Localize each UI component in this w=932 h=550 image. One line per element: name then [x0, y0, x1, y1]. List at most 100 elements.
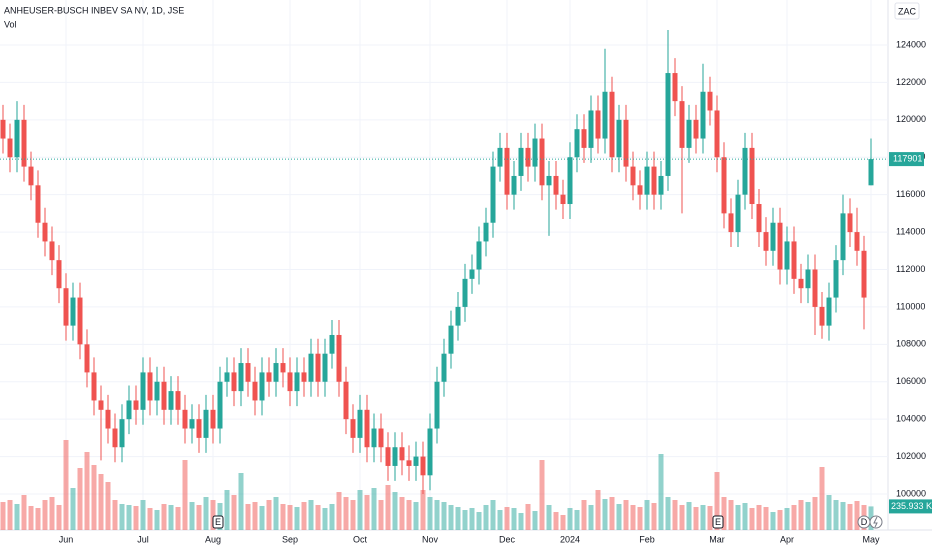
candle-body — [798, 278, 804, 289]
currency-badge[interactable] — [894, 2, 920, 20]
candle-body — [441, 353, 447, 382]
volume-bar — [749, 508, 755, 530]
candle-body — [252, 381, 258, 401]
candle-body — [371, 428, 377, 448]
volume-bar — [763, 507, 769, 530]
candle-body — [749, 147, 755, 205]
candle-body — [273, 363, 279, 382]
candle-body — [126, 400, 132, 420]
volume-bar — [728, 500, 734, 530]
volume-bar — [161, 504, 167, 530]
candle-body — [567, 157, 573, 205]
candle-body — [189, 419, 195, 429]
x-tick-label: Dec — [499, 534, 516, 544]
candle-body — [448, 325, 454, 354]
candle-body — [553, 175, 559, 195]
candle-body — [420, 456, 426, 476]
volume-bar — [616, 504, 622, 530]
volume-bar — [469, 508, 475, 530]
candle-body — [588, 110, 594, 148]
candle-body — [35, 185, 41, 223]
candle-body — [301, 372, 307, 382]
candle-body — [231, 372, 237, 392]
event-badge[interactable] — [712, 515, 724, 529]
candle-body — [483, 222, 489, 242]
candle-body — [280, 363, 286, 373]
volume-bar — [539, 460, 545, 530]
candle-body — [42, 222, 48, 242]
y-tick-label: 100000 — [896, 488, 926, 498]
candle-body — [21, 119, 27, 167]
volume-bar — [826, 495, 832, 530]
candle-body — [133, 400, 139, 410]
x-tick-label: Jul — [137, 534, 149, 544]
candle-body — [658, 175, 664, 195]
candle-body — [406, 460, 412, 466]
volume-bar — [567, 508, 573, 530]
volume-bar — [574, 510, 580, 530]
volume-bar — [126, 505, 132, 530]
volume-bar — [308, 500, 314, 530]
candle-body — [154, 381, 160, 401]
candle-body — [294, 372, 300, 392]
volume-bar — [329, 504, 335, 530]
volume-bar — [56, 505, 62, 530]
volume-bar — [21, 495, 27, 530]
volume-bar — [252, 502, 258, 530]
volume-bar — [91, 465, 97, 530]
y-tick-label: 104000 — [896, 414, 926, 424]
volume-bar — [707, 506, 713, 530]
volume-bar — [112, 500, 118, 530]
candle-body — [266, 372, 272, 382]
volume-bar — [28, 506, 34, 530]
volume-bar — [371, 488, 377, 530]
candle-body — [861, 250, 867, 298]
volume-bar — [658, 454, 664, 530]
candle-body — [532, 138, 538, 167]
candle-body — [805, 269, 811, 289]
volume-bar — [665, 497, 671, 530]
x-tick-label: Oct — [353, 534, 368, 544]
volume-bar — [777, 510, 783, 530]
candle-body — [742, 147, 748, 195]
candle-body — [833, 260, 839, 298]
event-label: E — [215, 517, 221, 527]
candle-body — [14, 119, 20, 158]
candle-body — [63, 288, 69, 326]
volume-bar — [721, 497, 727, 530]
volume-bar — [294, 507, 300, 530]
volume-bar — [756, 505, 762, 530]
volume-bar — [119, 504, 125, 530]
candle-body — [182, 409, 188, 429]
volume-bar — [273, 497, 279, 530]
split-icon — [873, 516, 878, 528]
x-tick-label: Nov — [422, 534, 439, 544]
volume-bar — [301, 502, 307, 530]
candle-body — [112, 428, 118, 448]
volume-bar — [343, 497, 349, 530]
volume-bar — [490, 500, 496, 530]
volume-bar — [210, 500, 216, 530]
candle-body — [791, 241, 797, 279]
event-badge[interactable] — [212, 515, 224, 529]
candle-body — [616, 119, 622, 158]
y-tick-label: 124000 — [896, 39, 926, 49]
volume-bar — [385, 485, 391, 530]
split-badge[interactable] — [869, 515, 883, 529]
candle-body — [350, 419, 356, 438]
candle-body — [357, 409, 363, 438]
volume-bar — [0, 502, 6, 530]
candle-body — [434, 381, 440, 429]
dividend-label: D — [861, 517, 868, 527]
y-tick-label: 112000 — [896, 264, 925, 274]
volume-bar — [791, 505, 797, 530]
candle-body — [707, 91, 713, 111]
volume-bar — [588, 505, 594, 530]
candle-body — [49, 241, 55, 261]
volume-bar — [231, 495, 237, 530]
candle-body — [763, 232, 769, 251]
volume-bar — [77, 468, 83, 530]
candle-body — [56, 260, 62, 289]
volume-bar — [441, 502, 447, 530]
candle-body — [595, 110, 601, 139]
